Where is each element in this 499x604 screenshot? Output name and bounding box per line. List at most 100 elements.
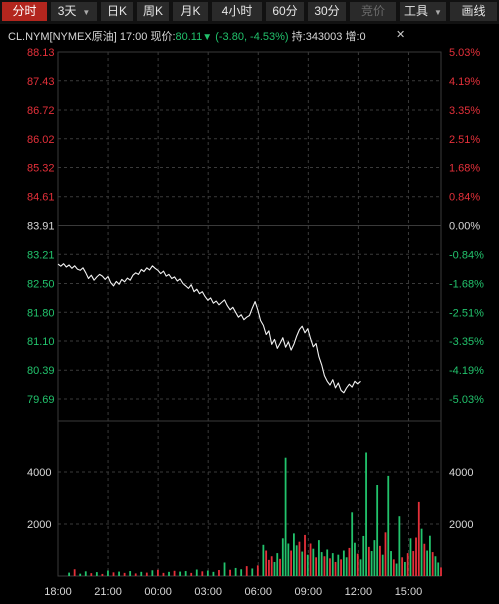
volume-bar [293,533,295,576]
percent-axis-label: 0.84% [449,192,480,204]
volume-bar [401,557,404,576]
price-axis-label: 87.43 [27,76,55,88]
volume-bar [398,516,401,576]
tab-auction[interactable]: 竞价 [350,2,396,21]
volume-bar [387,475,390,576]
tab-4-hours[interactable]: 4小时 [212,2,262,21]
time-axis-label: 21:00 [94,586,122,598]
volume-bar [265,550,268,576]
close-icon[interactable]: ✕ [396,29,406,41]
volume-bar [434,556,437,576]
chart-canvas[interactable]: 88.13 5.03% 87.43 4.19% 86.72 3.35% 86.02 2.51%… [0,46,499,604]
tab-3-days[interactable]: 3天 ▼ [51,2,97,21]
open-interest: 持:343003 [291,31,343,43]
volume-bar [342,550,345,576]
price-axis-label: 81.80 [27,307,55,319]
tab-daily-k[interactable]: 日K [101,2,133,21]
volume-bar [376,485,379,576]
volume-bar [68,572,71,576]
volume-bar [73,569,76,576]
volume-axis-label: 2000 [449,519,473,531]
volume-bar [345,557,348,576]
price-axis-label: 83.91 [27,221,55,233]
volume-bar [234,567,237,576]
volume-bar [251,568,254,576]
percent-axis-label: -5.03% [449,394,484,406]
volume-bar [354,542,356,576]
tab-intraday[interactable]: 分时 [2,2,47,21]
volume-bar [423,543,426,576]
volume-bar [184,571,187,576]
time-axis-label: 18:00 [44,586,72,598]
percent-axis-label: 5.03% [449,47,480,59]
volume-bar [101,573,104,576]
volume-bar [129,571,132,576]
intraday-chart[interactable]: 88.13 5.03% 87.43 4.19% 86.72 3.35% 86.02 2.51%… [0,46,499,604]
current-price: 80.11 [175,31,203,43]
volume-bar [284,457,287,576]
volume-bar [384,532,387,576]
volume-bar [359,559,362,576]
percent-axis-label: 0.00% [449,221,480,233]
volume-bar [390,551,392,576]
volume-bar [140,571,143,576]
volume-bar [195,569,198,576]
percent-axis-label: -4.19% [449,365,484,377]
time-axis-label: 15:00 [395,586,423,598]
volume-bar [276,553,279,576]
volume-bar [245,566,248,576]
time-axis-label: 06:00 [244,586,272,598]
price-label: 现价: [150,31,176,43]
volume-bar [334,561,337,576]
volume-bar [326,549,329,576]
volume-bar [329,558,331,576]
price-axis-label: 85.32 [27,163,55,175]
volume-bar [356,553,359,576]
volume-bar [351,512,354,576]
volume-bar [340,559,342,576]
volume-bar [373,540,376,576]
volume-bar [306,554,309,576]
volume-bar [107,570,109,576]
price-axis-label: 83.21 [27,249,55,261]
volume-bar [90,573,93,576]
percent-axis-label: -0.84% [449,249,484,261]
volume-bar [348,547,351,576]
price-axis-label: 81.10 [27,336,55,348]
quote-time: 17:00 [119,31,148,43]
volume-bar [118,571,120,576]
volume-bar [290,550,293,576]
volume-bar [312,548,315,576]
volume-bar [270,556,273,576]
chart-period-toolbar: 分时 3天 ▼ 日K 周K 月K 4小时 60分 30分 竞价 工具 ▼ 画线 [0,0,499,24]
grid-lines [57,51,442,577]
tab-30-min[interactable]: 30分 [308,2,346,21]
percent-axis-label: -2.51% [449,307,484,319]
plot-frame [57,51,442,577]
tab-weekly-k[interactable]: 周K [137,2,169,21]
volume-bar [218,570,220,576]
volume-bar [295,545,298,576]
volume-bar [229,569,231,576]
percent-axis-label: 4.19% [449,76,480,88]
volume-bar [367,546,370,576]
tab-60-min[interactable]: 60分 [266,2,304,21]
tools-menu[interactable]: 工具 ▼ [400,2,446,21]
tab-monthly-k[interactable]: 月K [173,2,208,21]
price-axis-label: 82.50 [27,278,55,290]
volume-bar [151,570,154,576]
volume-bar [309,543,312,576]
volume-bar [404,561,406,576]
chevron-down-icon: ▼ [82,8,91,17]
volume-bar [79,573,82,576]
volume-bar [409,538,412,576]
volume-bar [168,571,170,576]
volume-bar [320,552,323,576]
volume-bar [437,562,440,576]
volume-bar [365,452,367,576]
volume-bar [95,572,98,576]
price-axis-label: 79.69 [27,394,55,406]
chevron-down-icon: ▼ [434,8,442,17]
draw-line-button[interactable]: 画线 [450,2,497,21]
volume-bar [362,535,365,576]
